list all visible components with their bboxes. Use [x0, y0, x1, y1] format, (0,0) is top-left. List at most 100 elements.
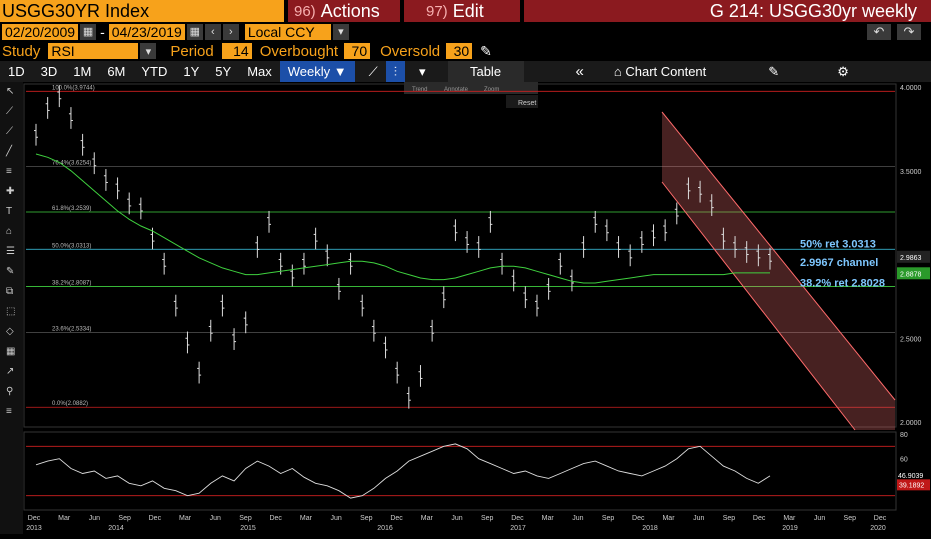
overlay-trend[interactable]: Trend [412, 87, 427, 93]
last-ma-label: 2.8878 [900, 271, 922, 278]
tool-icon: ◇ [6, 326, 14, 337]
x-tick-month: Mar [421, 515, 434, 522]
x-tick-month: Jun [330, 515, 341, 522]
range-1m[interactable]: 1M [73, 64, 92, 79]
x-tick-month: Mar [58, 515, 71, 522]
x-tick-month: Sep [723, 515, 736, 522]
range-ytd[interactable]: YTD [141, 64, 168, 79]
x-tick-month: Dec [753, 515, 766, 522]
range-1y[interactable]: 1Y [183, 64, 200, 79]
tool-icon: ⧉ [6, 286, 13, 297]
ticker-field[interactable]: USGG30YR Index [0, 0, 284, 22]
table-button[interactable]: Table [447, 61, 524, 82]
period-label: Period [170, 42, 214, 60]
trend-channel[interactable] [661, 111, 896, 431]
next-arrow-icon[interactable]: › [222, 23, 239, 40]
price-tick-label: 3.5000 [900, 169, 922, 176]
price-tick-label: 2.5000 [900, 336, 922, 343]
study-label: Study [2, 42, 41, 60]
calendar-icon-end[interactable]: ▦ [186, 23, 203, 40]
chart-type-chevron-icon[interactable]: ▾ [418, 64, 426, 79]
tool-icon: ⬚ [6, 306, 15, 317]
x-tick-month: Sep [239, 515, 252, 522]
tool-icon: ╱ [5, 144, 13, 157]
overlay-zoom[interactable]: Zoom [484, 87, 499, 93]
x-tick-month: Dec [511, 515, 524, 522]
annotation-label: 2.9967 channel [800, 257, 878, 269]
header-bar: USGG30YR Index 96) Actions 97) Edit G 21… [0, 0, 931, 22]
range-max[interactable]: Max [247, 64, 272, 79]
end-date-input[interactable]: 04/23/2019 [108, 23, 185, 40]
last-price-label: 2.9863 [900, 255, 922, 262]
fib-label: 23.6%(2.5334) [52, 327, 91, 333]
fib-label: 76.4%(3.6254) [52, 160, 91, 166]
edit-label: Edit [452, 0, 484, 21]
channel-fill [662, 112, 895, 430]
x-tick-month: Sep [602, 515, 615, 522]
currency-select[interactable]: Local CCY [244, 23, 331, 40]
channel-upper-line [661, 111, 896, 401]
redo-icon[interactable]: ↷ [897, 23, 921, 40]
actions-menu[interactable]: 96) Actions [288, 0, 400, 22]
x-tick-year: 2014 [108, 525, 124, 532]
fib-label: 100.0%(3.9744) [52, 85, 95, 91]
period-input[interactable]: 14 [221, 43, 252, 59]
x-tick-month: Dec [874, 515, 887, 522]
x-tick-month: Jun [814, 515, 825, 522]
prev-arrow-icon[interactable]: ‹ [204, 23, 221, 40]
study-select[interactable]: RSI [48, 43, 139, 59]
pencil-icon[interactable]: ✎ [480, 42, 492, 59]
last-price-box [897, 250, 930, 263]
price-bars [34, 85, 772, 409]
date-dash: - [100, 23, 105, 40]
gear-icon[interactable]: ⚙ [837, 64, 849, 79]
overlay-annotate[interactable]: Annotate [444, 87, 469, 93]
x-tick-month: Dec [149, 515, 162, 522]
oversold-input[interactable]: 30 [446, 43, 473, 59]
x-tick-year: 2016 [377, 525, 393, 532]
overbought-input[interactable]: 70 [344, 43, 371, 59]
calendar-icon[interactable]: ▦ [80, 23, 97, 40]
interval-select[interactable]: Weekly ▼ [279, 61, 355, 82]
x-tick-month: Jun [572, 515, 583, 522]
chart-svg[interactable]: ↖ ⟋ ⟋ ╱ ≡ ✚ T ⌂ ☰ ✎ ⧉ ⬚ ◇ ▦ ↗ ⚲ ≡ Trend Annotate Zoom Re… [0, 82, 931, 534]
tool-icon: ✚ [6, 186, 14, 197]
line-chart-icon[interactable]: ⟋ [368, 64, 378, 79]
rsi-ma-label: 39.1892 [899, 482, 924, 489]
x-tick-month: Mar [300, 515, 313, 522]
moving-average-line [35, 153, 770, 284]
range-6m[interactable]: 6M [107, 64, 126, 79]
page-title: G 214: USGG30yr weekly [524, 0, 931, 22]
chart-area[interactable]: ↖ ⟋ ⟋ ╱ ≡ ✚ T ⌂ ☰ ✎ ⧉ ⬚ ◇ ▦ ↗ ⚲ ≡ Trend Annotate Zoom Re… [0, 82, 931, 534]
range-1d[interactable]: 1D [8, 64, 25, 79]
x-tick-year: 2018 [642, 525, 658, 532]
reset-button-bg[interactable] [506, 95, 538, 108]
drawing-tools[interactable]: ↖ ⟋ ⟋ ╱ ≡ ✚ T ⌂ ☰ ✎ ⧉ ⬚ ◇ ▦ ↗ ⚲ ≡ [5, 86, 15, 417]
bar-chart-icon[interactable]: ⫶ [385, 61, 405, 82]
study-chevron-icon[interactable]: ▾ [140, 43, 157, 59]
x-tick-month: Dec [632, 515, 645, 522]
oversold-label: Oversold [380, 42, 441, 60]
channel-lower-line [661, 181, 856, 431]
x-tick-month: Dec [390, 515, 403, 522]
study-bar: Study RSI ▾ Period 14 Overbought 70 Over… [0, 41, 931, 61]
range-3d[interactable]: 3D [40, 64, 58, 79]
x-tick-month: Dec [269, 515, 282, 522]
chart-content-button[interactable]: ⌂ Chart Content [606, 61, 714, 82]
chevron-down-icon[interactable]: ▾ [332, 23, 349, 40]
undo-icon[interactable]: ↶ [867, 23, 891, 40]
reset-button[interactable]: Reset [518, 100, 536, 107]
range-5y[interactable]: 5Y [215, 64, 232, 79]
x-tick-year: 2015 [240, 525, 256, 532]
tool-icon: ≡ [6, 166, 12, 177]
x-tick-month: Sep [360, 515, 373, 522]
x-tick-month: Mar [783, 515, 796, 522]
x-tick-month: Mar [179, 515, 192, 522]
tool-icon: ≡ [6, 406, 12, 417]
edit-menu[interactable]: 97) Edit [404, 0, 520, 22]
collapse-icon[interactable]: « [575, 63, 584, 80]
chart-content-label: Chart Content [625, 64, 707, 79]
edit-chart-icon[interactable]: ✎ [768, 64, 780, 79]
start-date-input[interactable]: 02/20/2009 [2, 23, 79, 40]
